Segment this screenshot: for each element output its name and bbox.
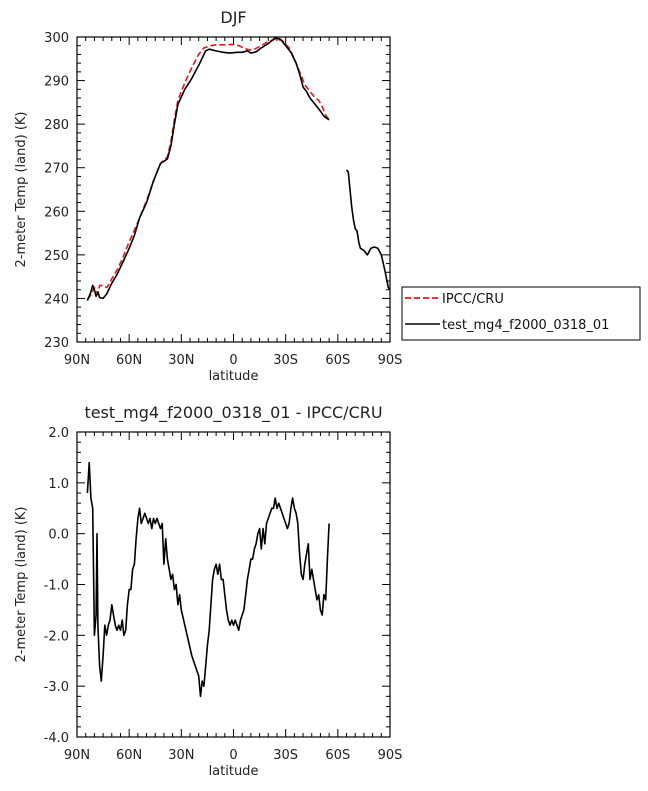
top-y-tick-label: 260 [44, 205, 69, 220]
top-x-tick-label: 90S [378, 353, 403, 368]
bottom-x-tick-label: 90N [64, 748, 90, 763]
top-y-tick-label: 240 [44, 292, 69, 307]
bottom-y-tick-label: -3.0 [44, 680, 69, 695]
bottom-panel-x-axis-label: latitude [209, 764, 259, 779]
top-panel-y-axis-label: 2-meter Temp (land) (K) [14, 112, 29, 268]
top-y-tick-label: 230 [44, 336, 69, 351]
top-panel-x-axis-label: latitude [209, 369, 259, 384]
top-x-tick-label: 60S [325, 353, 350, 368]
bottom-y-tick-label: 0.0 [48, 528, 69, 543]
top-x-tick-label: 90N [64, 353, 90, 368]
bottom-x-tick-label: 60N [116, 748, 142, 763]
bottom-panel-title: test_mg4_f2000_0318_01 - IPCC/CRU [84, 403, 382, 423]
bottom-x-tick-label: 30S [273, 748, 298, 763]
bottom-plot-frame [76, 431, 391, 738]
top-series-1-line [345, 169, 391, 291]
top-y-tick-label: 250 [44, 249, 69, 264]
bottom-panel-y-axis-label: 2-meter Temp (land) (K) [14, 507, 29, 663]
top-y-tick-label: 290 [44, 75, 69, 90]
top-plot-frame [76, 36, 391, 343]
bottom-series-0-line [86, 461, 330, 698]
top-panel-chart: DJF 90N 60N 30N 0 30S 60S 90S 230 240 250 260 270 28… [14, 8, 402, 384]
bottom-y-tick-label: 1.0 [48, 477, 69, 492]
top-y-tick-label: 300 [44, 31, 69, 46]
bottom-panel-chart: test_mg4_f2000_0318_01 - IPCC/CRU 90N 60N… [14, 403, 402, 779]
legend: IPCC/CRU test_mg4_f2000_0318_01 [401, 286, 641, 341]
top-series-1-line [86, 37, 330, 301]
top-panel-plot: 90N 60N 30N 0 30S 60S 90S 230 240 250 260 270 280 290… [44, 31, 402, 368]
top-panel-title: DJF [220, 8, 246, 27]
bottom-x-tick-label: 30N [168, 748, 194, 763]
legend-label-test-mg4: test_mg4_f2000_0318_01 [442, 318, 609, 333]
bottom-y-tick-label: -1.0 [44, 579, 69, 594]
bottom-x-tick-label: 60S [325, 748, 350, 763]
bottom-x-tick-label: 90S [378, 748, 403, 763]
bottom-y-tick-label: -2.0 [44, 629, 69, 644]
legend-box [401, 286, 641, 341]
top-y-tick-label: 280 [44, 118, 69, 133]
bottom-y-tick-label: -4.0 [44, 731, 69, 746]
bottom-x-tick-label: 0 [229, 748, 237, 763]
top-x-tick-label: 0 [229, 353, 237, 368]
legend-label-ipcc-cru: IPCC/CRU [442, 292, 504, 307]
bottom-panel-plot: 90N 60N 30N 0 30S 60S 90S -4.0 -3.0 -2.0 -1.0 0.0 1.… [44, 426, 403, 763]
top-x-tick-label: 30N [168, 353, 194, 368]
top-y-tick-label: 270 [44, 162, 69, 177]
bottom-y-tick-label: 2.0 [48, 426, 69, 441]
top-x-tick-label: 60N [116, 353, 142, 368]
top-x-tick-label: 30S [273, 353, 298, 368]
